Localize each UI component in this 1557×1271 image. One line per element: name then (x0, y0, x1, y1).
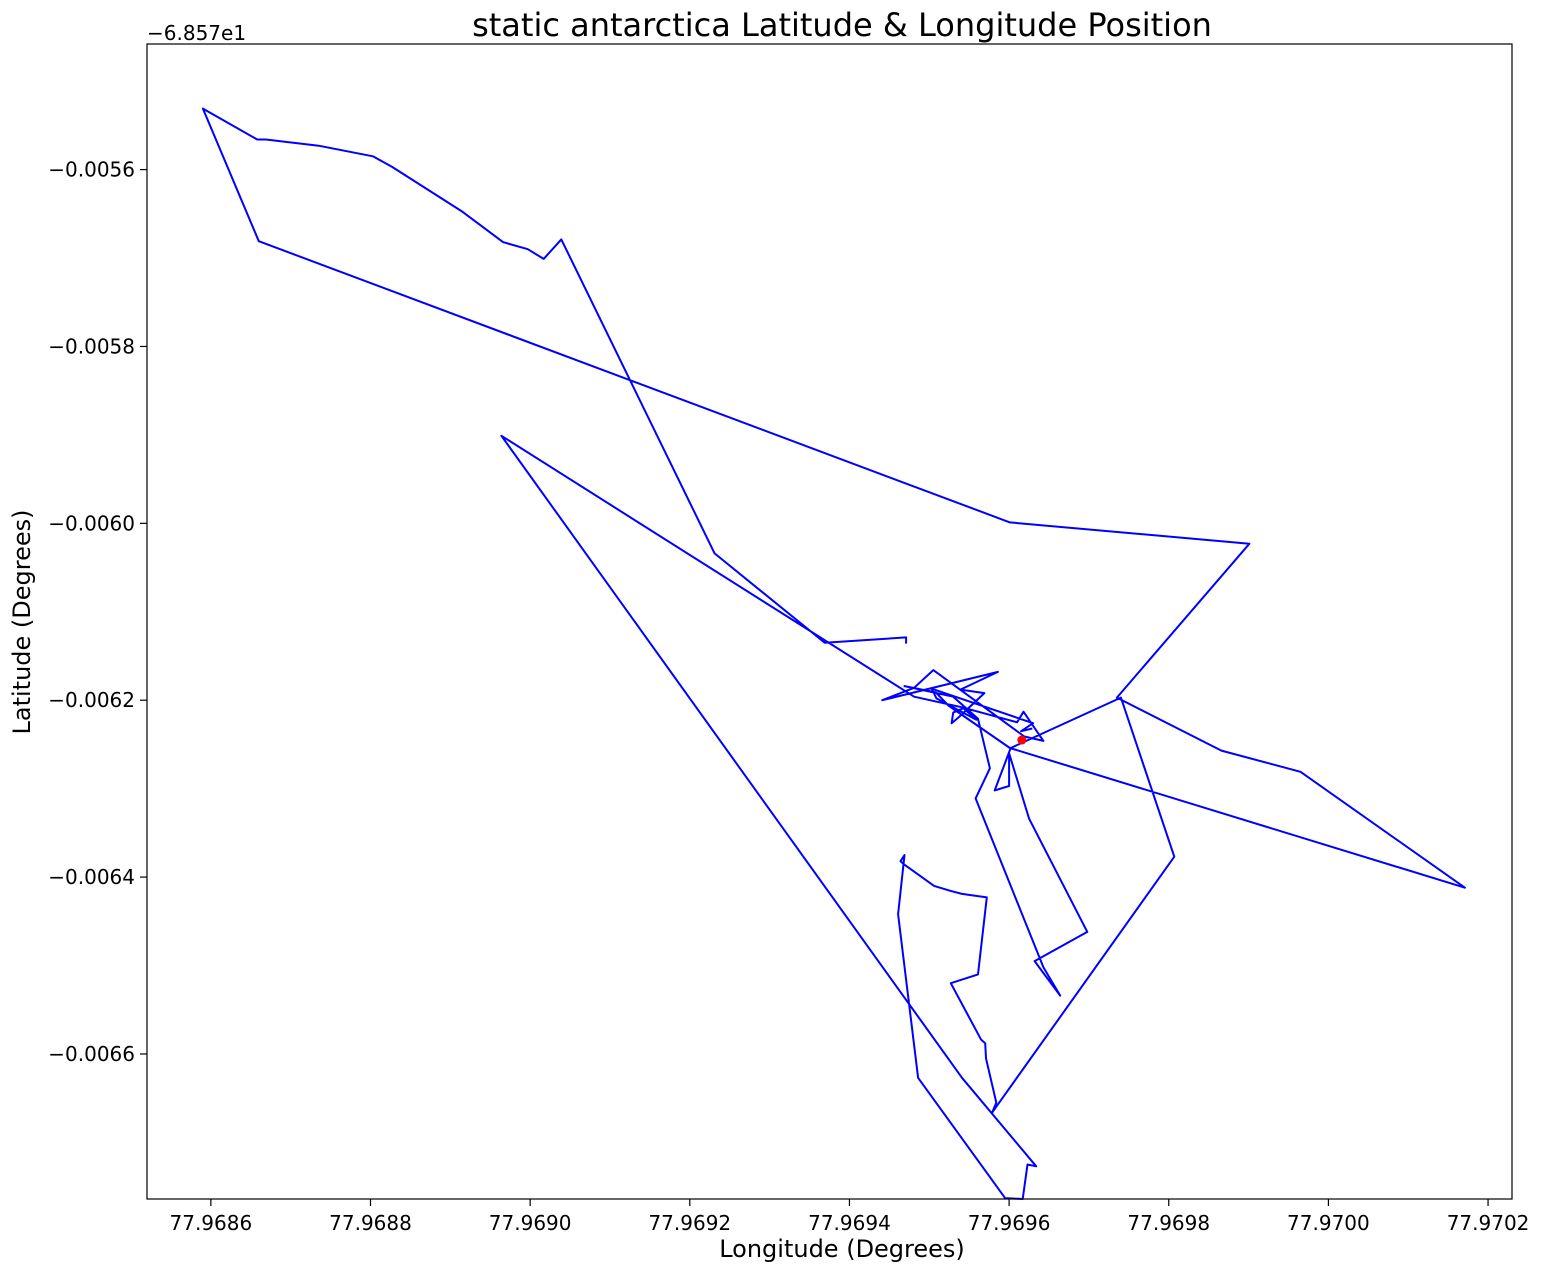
x-tick-label: 77.9696 (968, 1211, 1051, 1235)
x-tick-label: 77.9692 (648, 1211, 731, 1235)
plot-frame (146, 43, 1513, 1200)
x-tick-label: 77.9690 (489, 1211, 572, 1235)
y-offset-label: −6.857e1 (147, 21, 246, 45)
chart-title: static antarctica Latitude & Longitude P… (472, 6, 1212, 44)
y-tick-label: −0.0062 (48, 688, 135, 712)
end-position-marker (1017, 735, 1027, 745)
x-tick-label: 77.9702 (1447, 1211, 1530, 1235)
y-tick-label: −0.0056 (48, 158, 135, 182)
y-tick-label: −0.0058 (48, 334, 135, 358)
y-axis: −0.0056 −0.0058 −0.0060 −0.0062 −0.0064 −0.00… (48, 158, 147, 1066)
y-tick-label: −0.0066 (48, 1042, 135, 1066)
y-tick-label: −0.0060 (48, 511, 135, 535)
y-axis-label: Latitude (Degrees) (8, 510, 36, 735)
x-axis: 77.9686 77.9688 77.9690 77.9692 77.9694 77.96… (170, 1199, 1530, 1235)
x-tick-label: 77.9686 (170, 1211, 253, 1235)
x-axis-label: Longitude (Degrees) (719, 1235, 965, 1263)
plot-area (201, 107, 1466, 1200)
x-tick-label: 77.9698 (1127, 1211, 1210, 1235)
x-tick-label: 77.9694 (808, 1211, 891, 1235)
x-tick-label: 77.9688 (329, 1211, 412, 1235)
y-tick-label: −0.0064 (48, 865, 135, 889)
series-line-1 (201, 107, 1466, 1200)
x-tick-label: 77.9700 (1287, 1211, 1370, 1235)
